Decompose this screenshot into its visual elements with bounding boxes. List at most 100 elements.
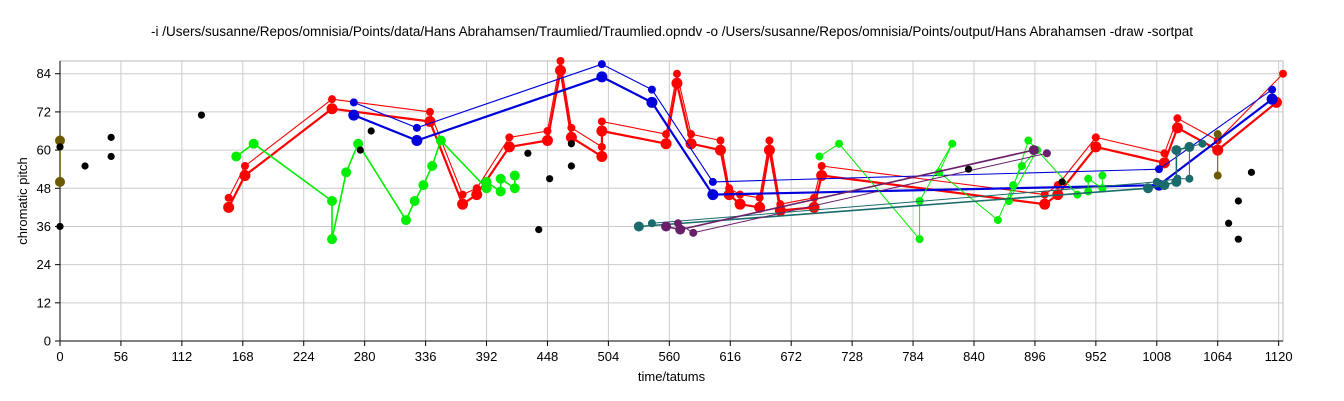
y-tick-label: 24 — [37, 257, 51, 272]
pattern-point — [567, 123, 576, 132]
pattern-point — [661, 221, 672, 232]
x-tick-label: 784 — [902, 349, 924, 364]
pattern-point — [556, 57, 565, 65]
x-axis-label: time/tatums — [638, 369, 706, 384]
pattern-point — [1158, 157, 1170, 169]
data-point — [367, 127, 375, 135]
pattern-point — [808, 201, 820, 213]
pattern-point — [55, 176, 65, 187]
pattern-point — [1098, 171, 1107, 180]
pattern-point — [716, 136, 725, 145]
pattern-point — [1084, 174, 1093, 183]
data-point — [356, 146, 364, 154]
pattern-point — [1213, 171, 1222, 180]
pattern-point — [597, 60, 606, 69]
x-tick-label: 392 — [476, 349, 498, 364]
y-tick-label: 36 — [37, 219, 51, 234]
pattern-point — [707, 189, 719, 201]
pattern-point — [224, 193, 233, 202]
pattern-point — [685, 138, 697, 150]
pattern-point — [596, 150, 608, 162]
pattern-point — [509, 170, 520, 181]
pattern-point — [495, 186, 506, 197]
data-point — [107, 133, 115, 141]
data-point — [964, 165, 973, 173]
pattern-point — [1268, 85, 1277, 94]
data-point — [1058, 178, 1066, 186]
pattern-point — [1266, 93, 1278, 105]
pattern-point — [1024, 136, 1033, 145]
pattern-point — [672, 69, 681, 78]
x-tick-label: 672 — [780, 349, 802, 364]
data-point — [524, 149, 532, 157]
data-point — [197, 111, 206, 119]
pattern-point — [1171, 145, 1182, 156]
pattern-point — [1152, 177, 1161, 186]
x-tick-label: 1008 — [1142, 349, 1171, 364]
pattern-point — [734, 198, 746, 210]
pattern-point — [248, 138, 259, 149]
pattern-point — [1213, 130, 1222, 139]
pattern-point — [1017, 162, 1026, 170]
x-tick-label: 896 — [1024, 349, 1046, 364]
pattern-point — [687, 130, 696, 139]
pattern-point — [327, 196, 338, 206]
pattern-point — [915, 235, 924, 244]
pattern-point — [353, 138, 364, 149]
pattern-point — [1040, 190, 1049, 199]
x-tick-label: 560 — [658, 349, 680, 364]
pattern-point — [817, 162, 826, 170]
pattern-point — [471, 189, 483, 201]
pattern-line — [651, 143, 1203, 224]
pattern-point — [1160, 149, 1169, 158]
pattern-point — [240, 162, 249, 170]
pattern-line — [227, 69, 1278, 212]
pattern-point — [646, 96, 658, 108]
pattern-point — [458, 190, 467, 199]
pattern-point — [1009, 181, 1018, 190]
x-tick-label: 336 — [415, 349, 437, 364]
pattern-point — [815, 152, 824, 161]
pattern-point — [1198, 139, 1207, 148]
pattern-point — [755, 193, 764, 202]
pattern-point — [725, 184, 734, 193]
pattern-point — [239, 170, 251, 182]
pattern-point — [55, 135, 65, 146]
pattern-point — [481, 176, 492, 187]
pattern-point — [993, 216, 1002, 225]
x-tick-label: 0 — [56, 349, 63, 364]
pattern-point — [348, 109, 360, 121]
y-tick-label: 60 — [37, 143, 51, 158]
pattern-point — [714, 144, 726, 156]
pattern-point — [223, 201, 235, 213]
x-tick-label: 1120 — [1265, 349, 1293, 364]
pattern-point — [1091, 133, 1100, 142]
pattern-line — [228, 60, 1284, 205]
pattern-point — [1159, 180, 1170, 191]
pattern-line — [353, 75, 1273, 196]
pattern-point — [763, 144, 775, 156]
pattern-point — [596, 71, 608, 83]
x-tick-label: 616 — [719, 349, 741, 364]
x-tick-label: 168 — [232, 349, 254, 364]
pattern-point — [708, 177, 717, 186]
chart-title: -i /Users/susanne/Repos/omnisia/Points/d… — [150, 24, 1193, 39]
pattern-point — [662, 130, 671, 139]
pattern-point — [1028, 145, 1039, 156]
pattern-point — [1279, 69, 1287, 78]
pattern-point — [418, 180, 429, 191]
y-axis-label: chromatic pitch — [15, 157, 30, 244]
pattern-point — [948, 139, 957, 148]
pattern-point — [1042, 149, 1051, 158]
pattern-point — [765, 136, 774, 145]
data-point — [1234, 197, 1242, 205]
x-tick-label: 840 — [963, 349, 985, 364]
pattern-point — [835, 139, 844, 148]
pattern-point — [597, 117, 606, 126]
pattern-point — [495, 173, 506, 184]
pattern-lines — [55, 57, 1287, 245]
pattern-point — [689, 228, 698, 237]
pattern-point — [231, 151, 242, 162]
x-tick-label: 280 — [354, 349, 376, 364]
